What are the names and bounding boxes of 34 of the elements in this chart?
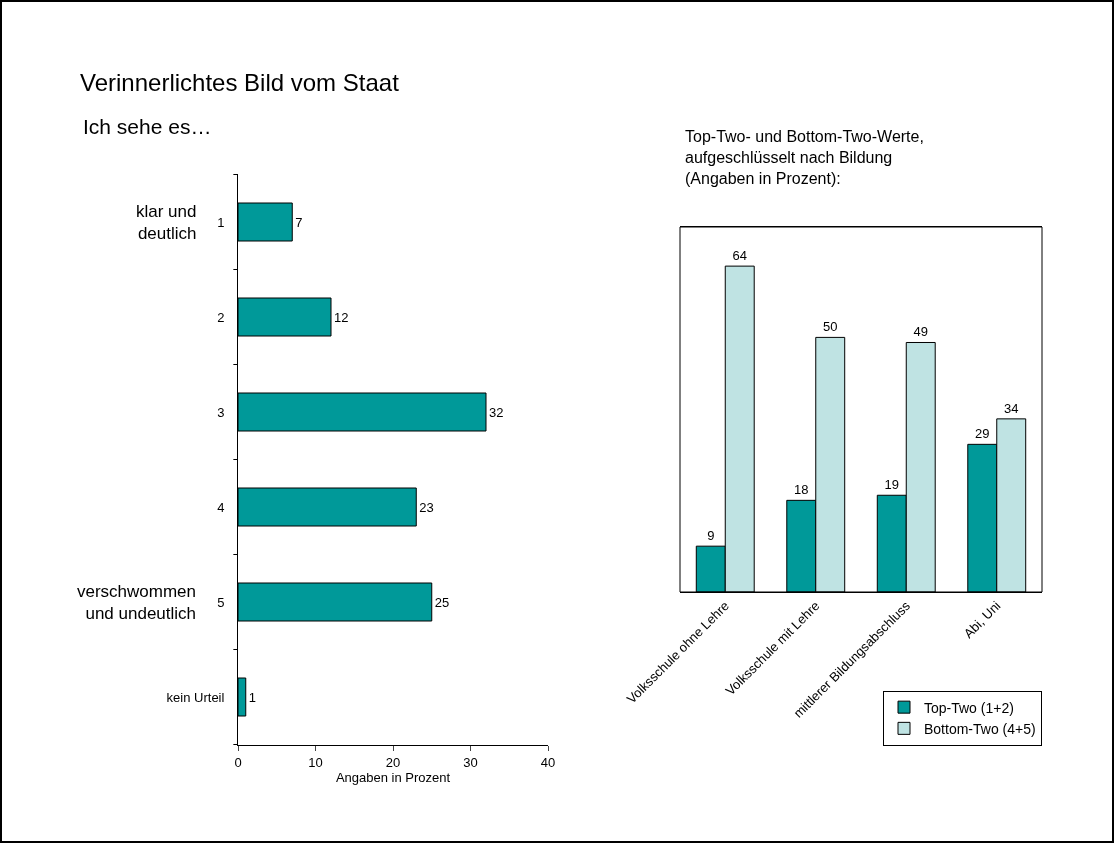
data-label: 1 xyxy=(248,689,256,705)
data-label: 49 xyxy=(913,324,928,340)
x-tick-label: 0 xyxy=(234,754,242,770)
data-label: 34 xyxy=(1004,400,1019,416)
x-axis-title: Angaben in Prozent xyxy=(335,770,451,786)
y-tick-label: 2 xyxy=(217,309,225,325)
data-label: 32 xyxy=(489,404,504,420)
legend-label: Bottom-Two (4+5) xyxy=(924,720,1036,737)
text: verschwommen und undeutlich xyxy=(77,582,197,624)
y-tick-label: 5 xyxy=(217,594,225,610)
y-tick-label: 3 xyxy=(217,404,225,420)
x-tick-label: 30 xyxy=(463,754,478,770)
y-tick-label: kein Urteil xyxy=(166,689,225,705)
data-label: 19 xyxy=(884,477,899,493)
y-tick-label: 1 xyxy=(217,214,225,230)
x-tick-label: 40 xyxy=(540,754,556,770)
chart-title: Top-Two- und Bottom-Two-Werte, aufgeschlüsselt nach Bildung (Angaben in Prozent): xyxy=(685,128,924,187)
data-label: 7 xyxy=(295,214,303,230)
data-label: 25 xyxy=(434,594,450,610)
data-label: 50 xyxy=(823,319,838,335)
data-label: 64 xyxy=(732,248,747,264)
chart-title: Verinnerlichtes Bild vom Staat xyxy=(80,68,400,96)
chart-subtitle: Ich sehe es… xyxy=(83,115,212,138)
data-label: 29 xyxy=(975,426,990,442)
text: klar und deutlich xyxy=(136,202,197,244)
y-tick-label: 4 xyxy=(217,499,225,515)
legend-label: Top-Two (1+2) xyxy=(924,699,1014,716)
data-label: 9 xyxy=(707,528,715,544)
x-tick-label: 20 xyxy=(385,754,401,770)
x-tick-label: 10 xyxy=(308,754,323,770)
data-label: 18 xyxy=(794,482,809,498)
x-tick-label: Abi, Uni xyxy=(960,598,1004,642)
data-label: 23 xyxy=(419,499,434,515)
data-label: 12 xyxy=(334,309,349,325)
